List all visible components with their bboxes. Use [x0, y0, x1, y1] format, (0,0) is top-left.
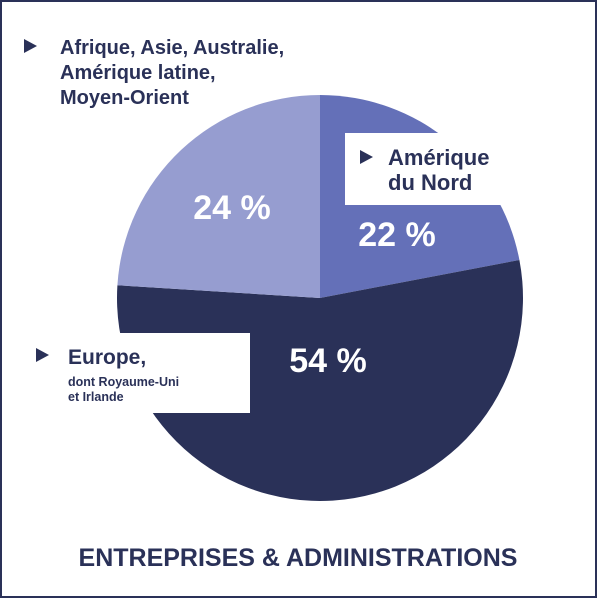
- arrow: [36, 348, 49, 362]
- category-label: Europe,: [68, 346, 146, 369]
- value-label: 22 %: [358, 216, 436, 254]
- chart-title: ENTREPRISES & ADMINISTRATIONS: [79, 544, 518, 572]
- arrow: [360, 150, 373, 164]
- label-box: [30, 333, 250, 413]
- label-box: [345, 133, 505, 205]
- category-label: Amérique latine,: [60, 62, 216, 84]
- category-note: dont Royaume-Uni: [68, 375, 179, 389]
- category-label: du Nord: [388, 170, 472, 195]
- pie-slice: [117, 259, 523, 501]
- arrow: [24, 39, 37, 53]
- value-label: 54 %: [289, 342, 367, 380]
- category-label: Amérique: [388, 145, 489, 170]
- category-label: Afrique, Asie, Australie,: [60, 37, 284, 59]
- value-label: 24 %: [193, 189, 271, 227]
- category-note: et Irlande: [68, 390, 124, 404]
- category-label: Moyen-Orient: [60, 87, 189, 109]
- pie-slice: [117, 95, 320, 298]
